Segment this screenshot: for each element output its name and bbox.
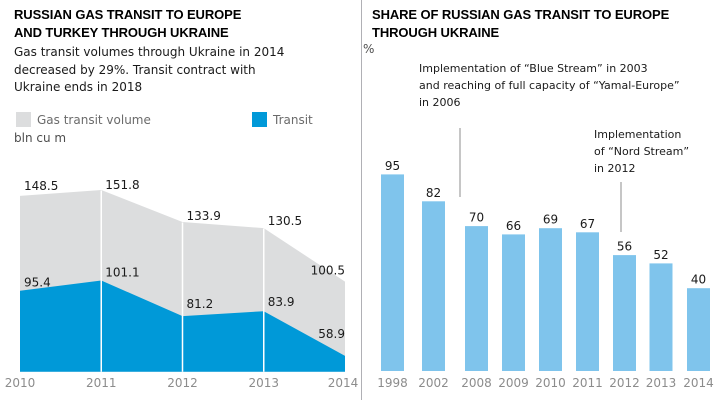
right-x-axis-label: 2012	[609, 376, 640, 390]
gas-transit-volume-value-label: 151.8	[105, 178, 139, 192]
legend-label-gas-transit-volume: Gas transit volume	[37, 112, 151, 127]
panel-divider	[361, 0, 362, 400]
left-x-axis-label: 2013	[248, 376, 279, 390]
right-x-axis-label: 2014	[683, 376, 714, 390]
transit-swatch-icon	[252, 112, 267, 127]
transit-value-label: 58.9	[318, 327, 345, 341]
right-x-axis-label: 2013	[646, 376, 677, 390]
right-x-axis-label: 2010	[535, 376, 566, 390]
blue-stream-annotation: Implementation of “Blue Stream” in 2003 …	[419, 60, 680, 111]
share-bar	[649, 263, 673, 371]
left-chart-title: RUSSIAN GAS TRANSIT TO EUROPE AND TURKEY…	[14, 6, 241, 42]
share-bar	[613, 255, 636, 371]
gas-transit-volume-swatch-icon	[16, 112, 31, 127]
share-value-label: 82	[426, 186, 441, 200]
right-x-axis-label: 2002	[418, 376, 449, 390]
left-x-axis-label: 2014	[328, 376, 359, 390]
share-bar	[465, 226, 488, 371]
left-x-axis-label: 2010	[5, 376, 36, 390]
share-bar	[576, 232, 599, 371]
share-bar	[539, 228, 562, 371]
transit-value-label: 83.9	[268, 295, 295, 309]
right-x-axis-label: 2008	[461, 376, 492, 390]
left-unit-label: bln cu m	[14, 131, 67, 145]
left-x-axis-label: 2012	[167, 376, 198, 390]
share-value-label: 66	[506, 219, 521, 233]
transit-value-label: 95.4	[24, 276, 51, 290]
annotation-line: of “Nord Stream”	[594, 145, 690, 158]
annotation-line: in 2012	[594, 162, 636, 175]
right-title-line-1: SHARE OF RUSSIAN GAS TRANSIT TO EUROPE	[372, 7, 670, 22]
transit-value-label: 81.2	[187, 297, 214, 311]
gas-transit-volume-value-label: 133.9	[187, 209, 221, 223]
share-value-label: 40	[691, 273, 706, 287]
annotation-line: and reaching of full capacity of “Yamal-…	[419, 79, 680, 92]
gas-transit-volume-value-label: 130.5	[268, 214, 302, 228]
legend-item-transit: Transit	[252, 109, 313, 127]
share-value-label: 70	[469, 211, 484, 225]
right-unit-label: %	[363, 42, 375, 56]
annotation-line: in 2006	[419, 96, 461, 109]
share-bar	[422, 201, 445, 371]
nord-stream-annotation: Implementation of “Nord Stream” in 2012	[594, 126, 689, 177]
subtitle-line-2: decreased by 29%. Transit contract with	[14, 62, 256, 77]
share-value-label: 52	[653, 248, 668, 262]
right-x-axis-label: 1998	[377, 376, 408, 390]
share-bar	[687, 288, 710, 371]
annotation-line: Implementation of “Blue Stream” in 2003	[419, 62, 648, 75]
subtitle-line-3: Ukraine ends in 2018	[14, 80, 143, 94]
right-title-line-2: THROUGH UKRAINE	[372, 25, 500, 40]
left-chart-subtitle: Gas transit volumes through Ukraine in 2…	[14, 44, 284, 97]
share-bar	[381, 174, 404, 371]
share-value-label: 95	[385, 159, 400, 173]
legend-label-transit: Transit	[273, 112, 313, 127]
right-chart-title: SHARE OF RUSSIAN GAS TRANSIT TO EUROPE T…	[372, 6, 669, 42]
transit-value-label: 101.1	[105, 266, 139, 280]
left-title-line-1: RUSSIAN GAS TRANSIT TO EUROPE	[14, 7, 242, 22]
right-x-axis-label: 2009	[498, 376, 529, 390]
gas-transit-volume-value-label: 148.5	[24, 179, 58, 193]
right-x-axis-label: 2011	[572, 376, 603, 390]
share-value-label: 56	[617, 240, 632, 254]
share-bar	[502, 234, 525, 371]
share-value-label: 69	[543, 213, 558, 227]
left-title-line-2: AND TURKEY THROUGH UKRAINE	[14, 25, 229, 40]
legend-item-gas-transit-volume: Gas transit volume	[16, 109, 151, 127]
subtitle-line-1: Gas transit volumes through Ukraine in 2…	[14, 45, 285, 59]
gas-transit-volume-value-label: 100.5	[311, 264, 345, 278]
share-value-label: 67	[580, 217, 595, 231]
left-x-axis-label: 2011	[86, 376, 117, 390]
annotation-line: Implementation	[594, 128, 682, 141]
